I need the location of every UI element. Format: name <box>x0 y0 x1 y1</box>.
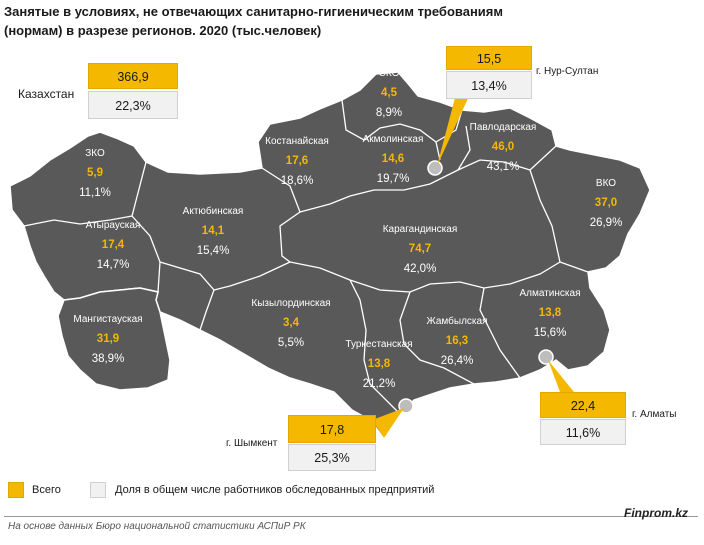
region-share: 15,6% <box>534 327 567 339</box>
footer-divider <box>4 516 698 517</box>
region-total: 13,8 <box>368 358 391 370</box>
region-share: 15,4% <box>197 245 230 257</box>
legend-total-label: Всего <box>32 484 61 496</box>
legend-share-swatch <box>90 482 106 498</box>
shymkent-pointer <box>372 408 404 438</box>
almaty-total: 22,4 <box>540 392 626 418</box>
region-total: 17,6 <box>286 155 308 167</box>
region-total: 16,3 <box>446 335 468 347</box>
nur-sultan-total: 15,5 <box>446 46 532 70</box>
shymkent-label: г. Шымкент <box>226 438 278 449</box>
region-share: 11,1% <box>79 187 111 199</box>
region-total: 5,9 <box>87 167 103 179</box>
region-total: 14,6 <box>382 153 404 165</box>
region-share: 19,7% <box>377 173 410 185</box>
region-name: Туркестанская <box>345 339 412 350</box>
region-total: 37,0 <box>595 197 617 209</box>
region-share: 14,7% <box>97 259 130 271</box>
region-name: ЗКО <box>85 148 105 159</box>
region-total: 3,4 <box>283 317 300 329</box>
region-name: Мангистауская <box>73 314 142 325</box>
region-total: 13,8 <box>539 307 562 319</box>
region-name: Кызылординская <box>251 298 330 309</box>
region-total: 4,5 <box>381 87 398 99</box>
region-share: 43,1% <box>487 161 520 173</box>
almaty-share: 11,6% <box>540 419 626 445</box>
kazakhstan-total: 366,9 <box>88 63 178 89</box>
region-name: Павлодарская <box>470 122 537 133</box>
region-total: 17,4 <box>102 239 125 251</box>
region-total: 74,7 <box>409 243 431 255</box>
region-share: 21,2% <box>363 378 396 390</box>
kazakhstan-label: Казахстан <box>18 87 75 101</box>
region-share: 26,4% <box>441 355 474 367</box>
nur-sultan-label: г. Нур-Султан <box>536 66 599 77</box>
shymkent-total: 17,8 <box>288 415 376 443</box>
region-name: Алматинская <box>520 288 581 299</box>
region-name: Акмолинская <box>363 134 424 145</box>
legend-share-label: Доля в общем числе работников обследован… <box>115 484 435 496</box>
region-share: 18,6% <box>281 175 314 187</box>
region-share: 26,9% <box>590 217 623 229</box>
region-name: Жамбылская <box>427 315 488 327</box>
kazakhstan-share: 22,3% <box>88 91 178 119</box>
region-total: 31,9 <box>97 333 119 345</box>
region-labels: СКО 4,5 8,9% Костанайская 17,6 18,6% Акмолинск… <box>73 68 622 390</box>
region-total: 46,0 <box>492 141 514 153</box>
region-name: ВКО <box>596 178 616 189</box>
region-name: Костанайская <box>265 136 329 147</box>
shymkent-share: 25,3% <box>288 444 376 471</box>
region-total: 14,1 <box>202 225 225 237</box>
legend-total-swatch <box>8 482 24 498</box>
region-share: 5,5% <box>278 337 304 349</box>
region-name: Карагандинская <box>383 224 458 235</box>
brand-logo: Finprom.kz <box>624 506 689 520</box>
region-share: 38,9% <box>92 353 125 365</box>
region-name: Актюбинская <box>183 205 244 217</box>
almaty-pointer <box>548 360 574 392</box>
almaty-label: г. Алматы <box>632 409 677 420</box>
region-name: СКО <box>379 68 400 79</box>
nur-sultan-marker <box>427 160 443 176</box>
region-borders <box>23 99 589 415</box>
almaty-marker <box>538 349 554 365</box>
region-name: Атырауская <box>86 220 141 231</box>
nur-sultan-share: 13,4% <box>446 71 532 99</box>
region-share: 42,0% <box>404 263 437 275</box>
chart-title: Занятые в условиях, не отвечающих санита… <box>4 4 504 38</box>
region-share: 8,9% <box>376 107 402 119</box>
nur-sultan-pointer <box>437 94 470 166</box>
mangistau-shape <box>57 287 171 391</box>
source-note: На основе данных Бюро национальной стати… <box>8 521 306 532</box>
